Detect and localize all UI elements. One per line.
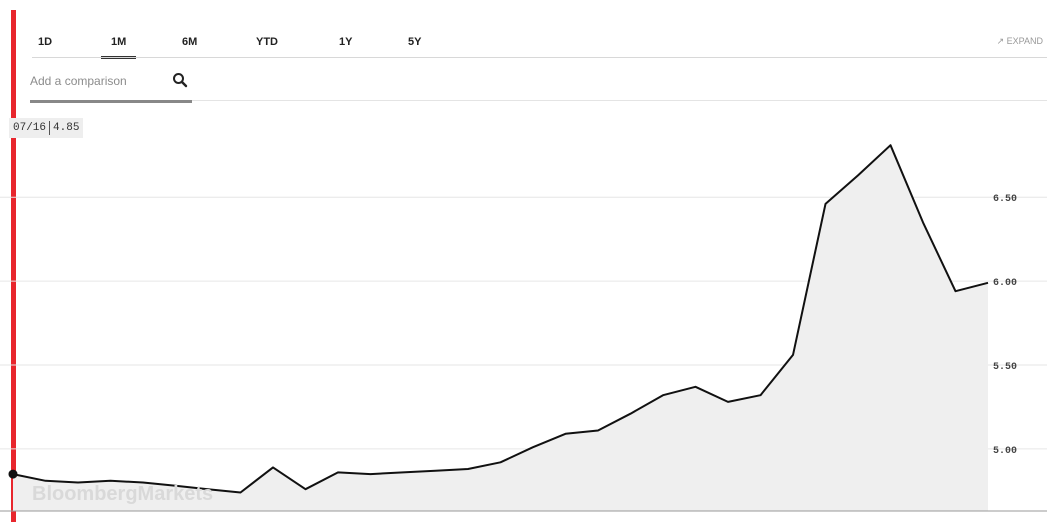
readout-separator [49, 121, 51, 135]
tab-5y[interactable]: 5Y [408, 36, 422, 48]
comparison-search [30, 66, 192, 103]
y-tick-label: 6.00 [993, 278, 1017, 289]
readout-date: 07/16 [13, 122, 47, 134]
y-axis-ticks: 5.00 5.50 6.00 6.50 [993, 194, 1017, 457]
y-tick-label: 5.00 [993, 446, 1017, 457]
readout-value: 4.85 [53, 122, 80, 134]
y-tick-label: 6.50 [993, 194, 1017, 205]
crosshair-cursor-line [11, 10, 16, 522]
tab-ytd[interactable]: YTD [256, 36, 278, 48]
tab-6m[interactable]: 6M [182, 36, 198, 48]
price-line [12, 144, 989, 494]
price-area-fill [13, 145, 988, 511]
watermark: BloombergMarkets [32, 483, 213, 505]
y-tick-label: 5.50 [993, 362, 1017, 373]
comparison-divider [192, 100, 1047, 101]
comparison-input[interactable] [30, 70, 165, 92]
crosshair-readout: 07/16 4.85 [9, 118, 84, 138]
tabs-divider [32, 57, 1047, 58]
expand-button[interactable]: ↗ EXPAND [996, 36, 1043, 46]
crosshair-dot [8, 469, 18, 479]
search-icon[interactable] [172, 72, 188, 88]
tab-1y[interactable]: 1Y [339, 36, 353, 48]
tab-1d[interactable]: 1D [38, 36, 53, 48]
